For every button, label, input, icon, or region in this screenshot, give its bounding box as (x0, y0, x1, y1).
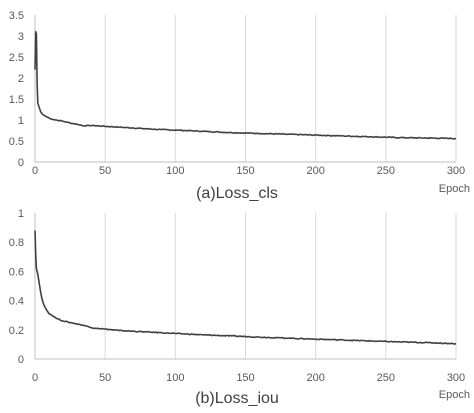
loss-cls-panel-title: (a)Loss_cls (196, 185, 278, 202)
loss-cls-y-tick-label: 3.5 (9, 10, 24, 22)
loss-cls-series-line (34, 31, 457, 140)
loss-iou-x-tick-label: 150 (236, 372, 254, 384)
loss-iou-panel-title: (b)Loss_iou (195, 390, 279, 407)
loss-iou-y-tick-label: 0.4 (9, 296, 24, 308)
loss-cls-y-tick-label: 0 (18, 157, 24, 169)
loss-iou-x-tick-label: 50 (99, 372, 111, 384)
loss-iou-x-tick-label: 200 (306, 372, 324, 384)
loss-iou-x-tick-label: 100 (166, 372, 184, 384)
loss-iou-x-tick-label: 300 (447, 372, 465, 384)
loss-cls-x-tick-label: 100 (166, 165, 184, 177)
loss-iou-y-tick-label: 1 (18, 208, 24, 220)
loss-iou-x-axis-label: Epoch (439, 389, 470, 401)
loss-iou-panel: 0 0.2 0.4 0.6 0.8 1 0 50 100 150 200 250 300 Epoch (b)… (9, 208, 470, 407)
loss-cls-y-tick-label: 1 (18, 115, 24, 127)
loss-iou-y-tick-label: 0 (18, 354, 24, 366)
loss-cls-x-tick-label: 0 (32, 165, 38, 177)
loss-cls-x-tick-label: 300 (447, 165, 465, 177)
loss-cls-x-tick-label: 50 (99, 165, 111, 177)
loss-cls-x-tick-label: 200 (306, 165, 324, 177)
loss-iou-x-tick-label: 250 (377, 372, 395, 384)
loss-cls-x-tick-label: 250 (377, 165, 395, 177)
loss-cls-y-tick-label: 2 (18, 73, 24, 85)
loss-cls-y-tick-label: 3 (18, 31, 24, 43)
loss-cls-y-tick-label: 0.5 (9, 136, 24, 148)
loss-iou-y-tick-label: 0.8 (9, 237, 24, 249)
loss-cls-x-tick-label: 150 (236, 165, 254, 177)
loss-cls-y-tick-label: 1.5 (9, 94, 24, 106)
loss-cls-panel: 0 0.5 1 1.5 2 2.5 3 3.5 0 50 100 150 200 250 300 Epoch (… (9, 10, 470, 202)
loss-cls-y-tick-label: 2.5 (9, 52, 24, 64)
loss-iou-y-tick-label: 0.6 (9, 266, 24, 278)
loss-cls-x-axis-label: Epoch (439, 183, 470, 195)
loss-iou-y-tick-label: 0.2 (9, 325, 24, 337)
loss-iou-series-line (34, 230, 457, 345)
loss-iou-x-tick-label: 0 (32, 372, 38, 384)
